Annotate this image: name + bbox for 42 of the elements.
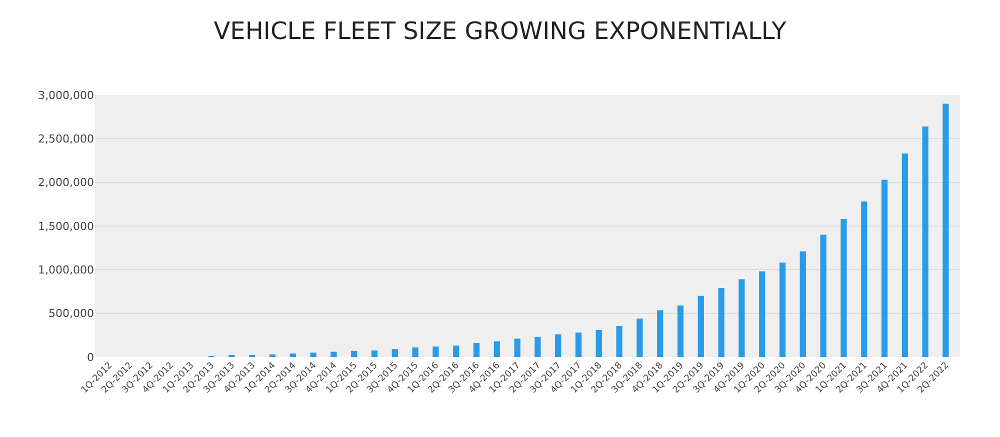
chart-title: VEHICLE FLEET SIZE GROWING EXPONENTIALLY (214, 16, 787, 45)
bar (902, 154, 908, 357)
bar (718, 288, 724, 357)
bar (759, 271, 766, 357)
bar (861, 202, 868, 357)
bar (881, 180, 888, 357)
bar (412, 347, 418, 357)
bar (392, 349, 398, 357)
bar (575, 332, 582, 357)
bar (371, 350, 378, 357)
bar (514, 338, 520, 357)
bar (738, 279, 745, 357)
y-tick-label: 1,500,000 (38, 220, 94, 233)
y-tick-label: 0 (87, 350, 94, 364)
y-tick-label: 1,000,000 (38, 264, 94, 277)
y-tick-label: 2,000,000 (38, 176, 94, 190)
bar (698, 296, 704, 357)
bar (351, 350, 358, 357)
y-tick-label: 3,000,000 (38, 88, 94, 102)
y-tick-label: 2,500,000 (38, 132, 94, 146)
bar (616, 326, 622, 357)
bar (290, 354, 296, 357)
bar (310, 352, 316, 357)
bar (800, 251, 806, 357)
bar (820, 234, 826, 357)
y-tick-label: 500,000 (48, 307, 94, 320)
bar (432, 346, 439, 357)
bar (942, 104, 949, 357)
bar (473, 343, 480, 357)
bar (779, 262, 786, 357)
bar (494, 341, 500, 357)
bar (840, 219, 847, 357)
bar (269, 354, 276, 357)
bar (534, 336, 541, 357)
bar (677, 305, 684, 357)
bar (657, 310, 664, 357)
bar (330, 352, 337, 357)
bar (596, 330, 602, 357)
bar (453, 346, 460, 357)
bar (555, 334, 562, 357)
bar (922, 126, 928, 357)
bar (636, 318, 643, 357)
